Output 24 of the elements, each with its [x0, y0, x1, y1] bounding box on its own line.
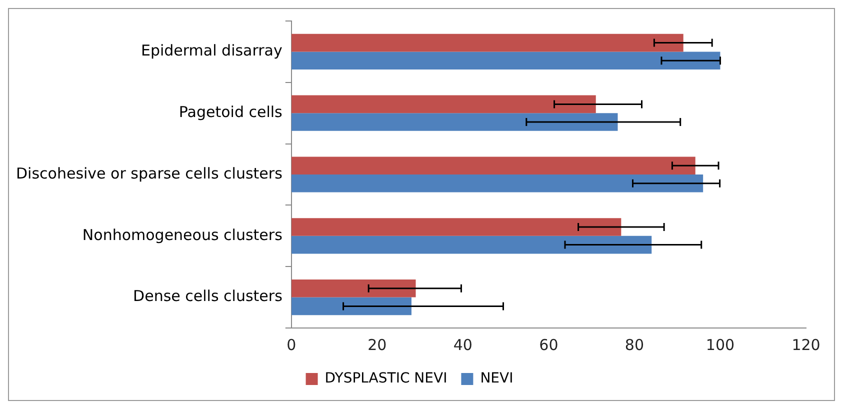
x-tick-label: 20	[368, 336, 387, 354]
legend-label: DYSPLASTIC NEVI	[324, 370, 448, 387]
bar	[291, 297, 412, 316]
x-tick-label: 0	[286, 336, 296, 354]
bar	[291, 236, 652, 254]
y-tick-label: Nonhomogeneous clusters	[82, 226, 283, 244]
x-tick-label: 60	[539, 336, 558, 354]
x-tick-label: 40	[453, 336, 472, 354]
bar	[291, 279, 416, 298]
bar	[291, 156, 696, 174]
bar	[291, 52, 720, 70]
x-tick-label: 120	[792, 336, 820, 354]
bar	[291, 95, 596, 114]
y-tick-label: Epidermal disarray	[140, 42, 282, 60]
legend-label: NEVI	[480, 370, 514, 387]
bar	[291, 174, 704, 192]
bar	[291, 113, 618, 131]
bar	[291, 218, 622, 236]
y-tick-label: Dense cells clusters	[133, 287, 283, 306]
x-tick-label: 80	[624, 336, 644, 354]
x-tick-label: 100	[706, 336, 735, 354]
y-tick-label: Discohesive or sparse cells clusters	[16, 164, 283, 182]
y-tick-label: Pagetoid cells	[178, 102, 283, 121]
bar	[291, 34, 684, 52]
